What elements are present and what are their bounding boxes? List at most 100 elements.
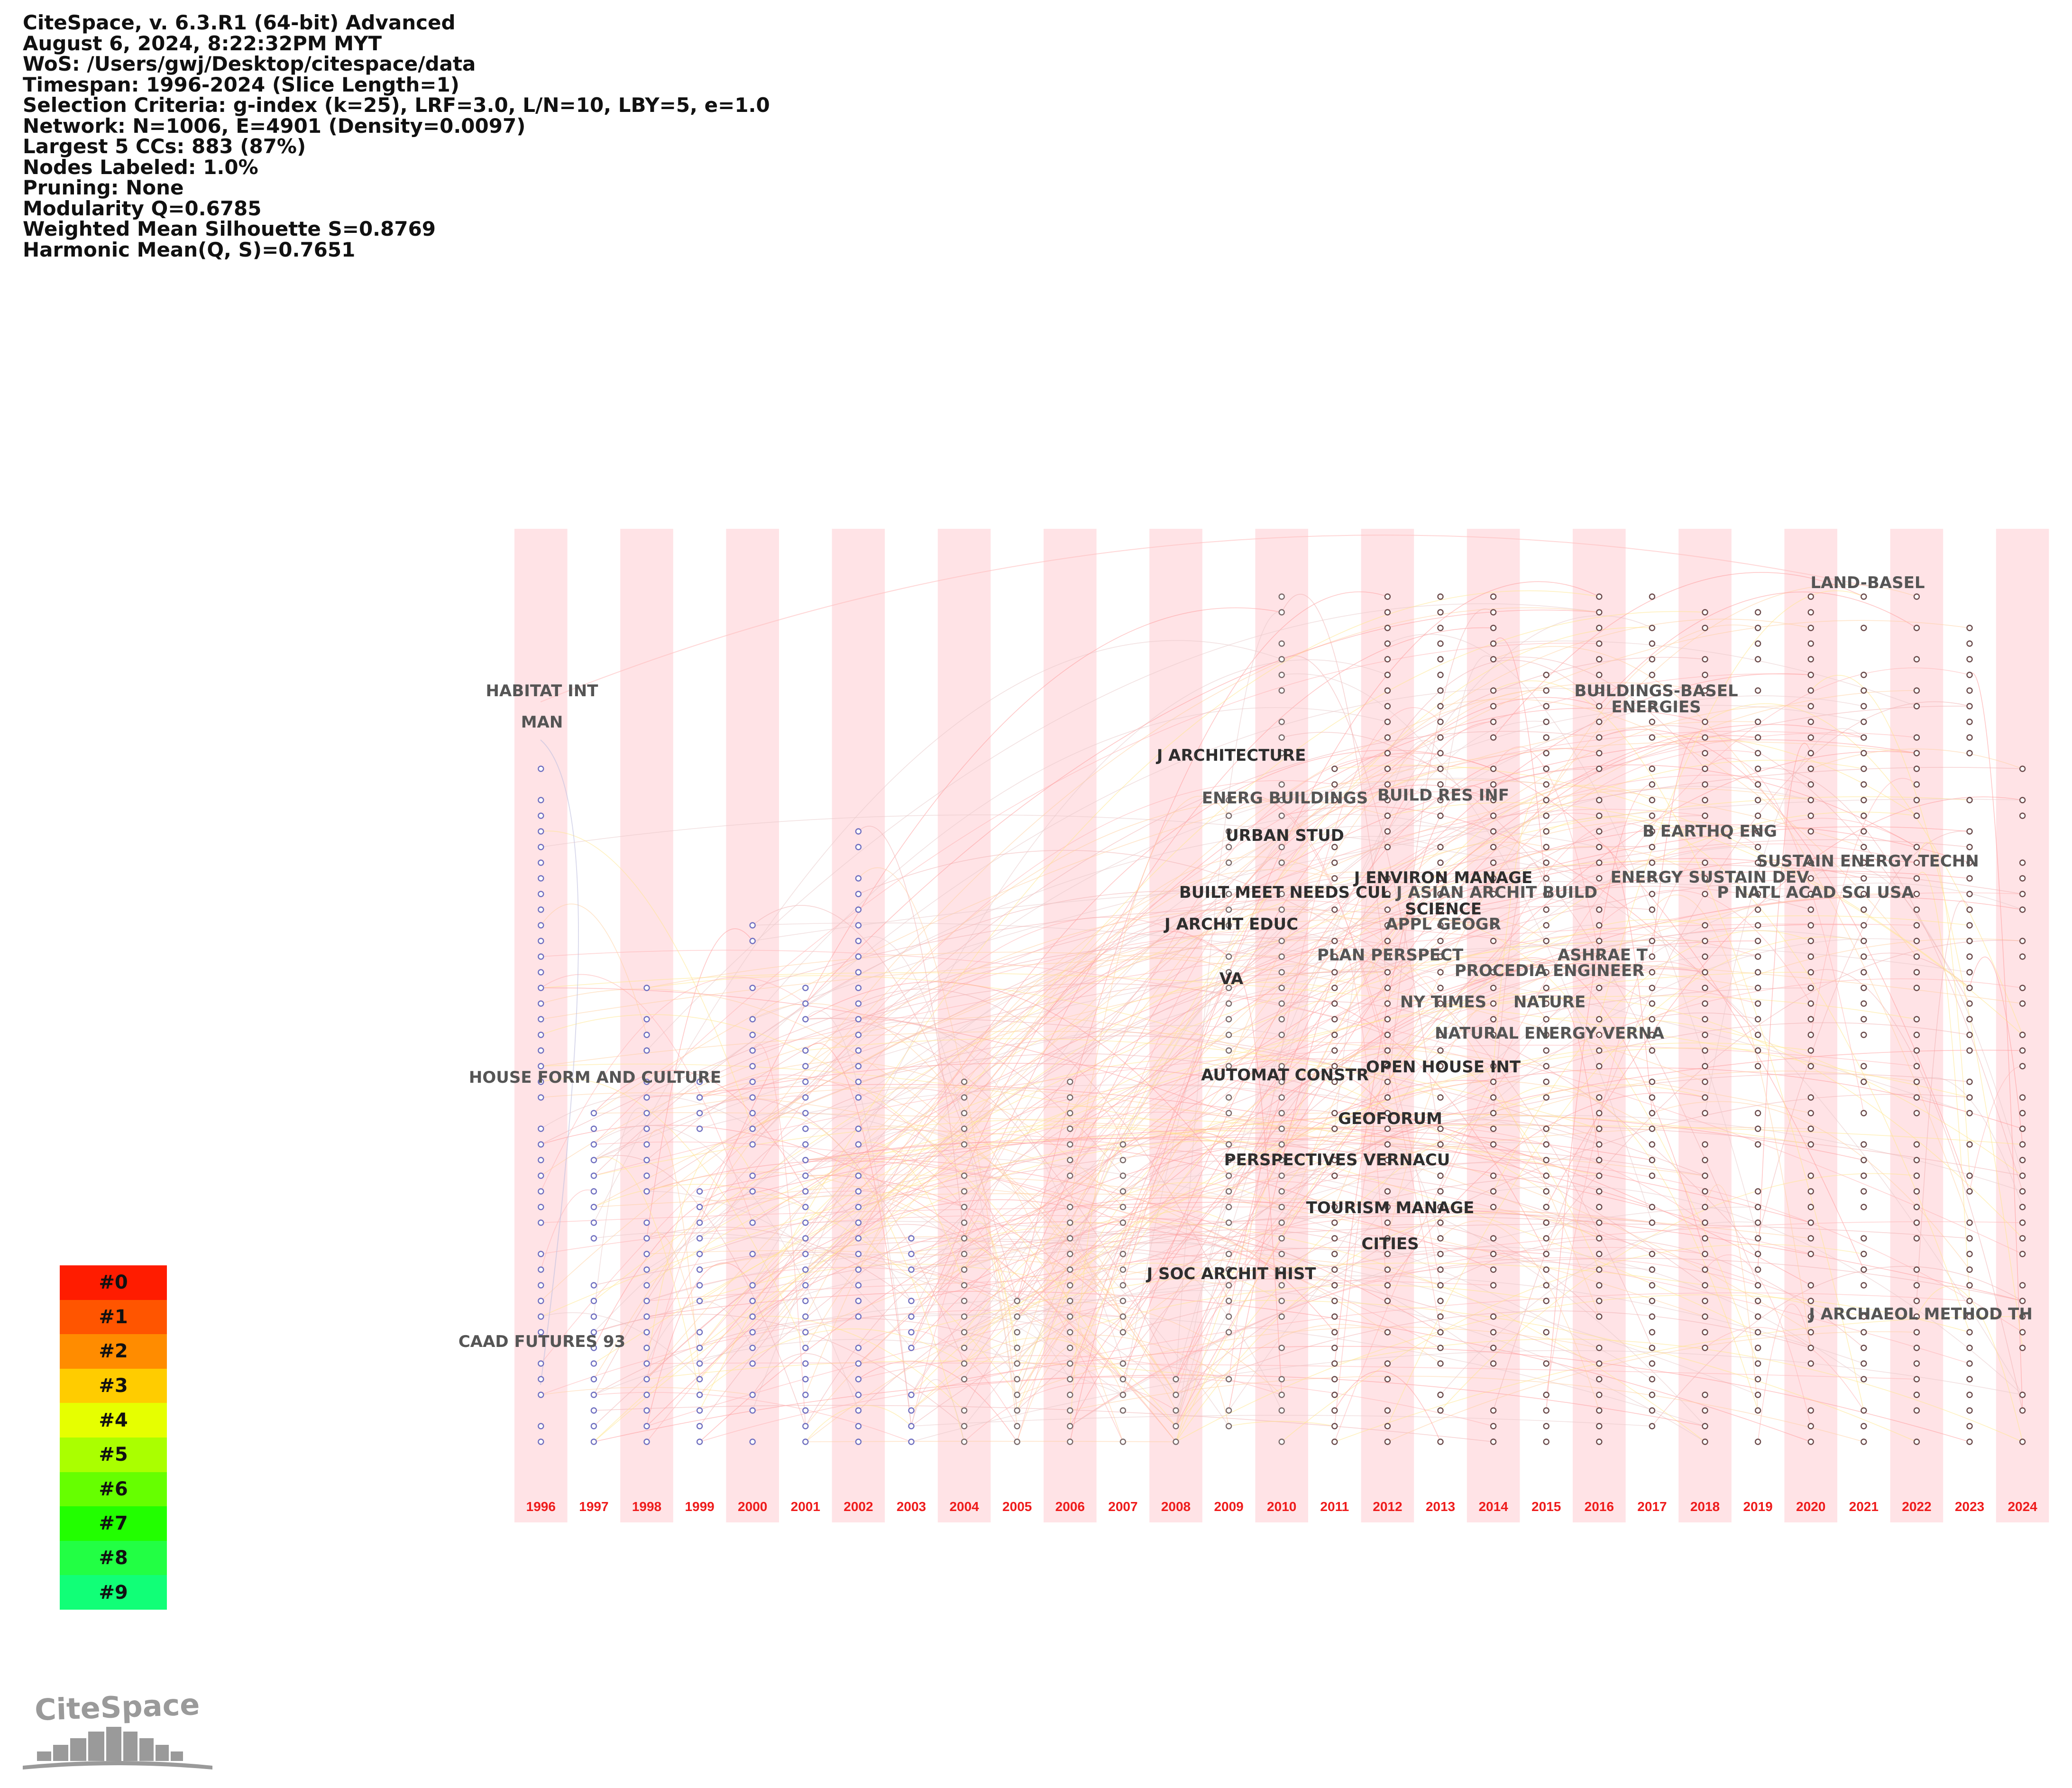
reference-node (1490, 719, 1497, 725)
reference-node (1437, 1407, 1444, 1414)
reference-node (802, 1282, 809, 1289)
year-label: 2019 (1743, 1499, 1772, 1514)
reference-node (1913, 844, 1920, 850)
reference-node (1014, 1376, 1020, 1382)
reference-node (1702, 1282, 1708, 1289)
reference-node (1278, 1298, 1285, 1304)
reference-node (855, 1078, 862, 1085)
reference-node (1437, 1219, 1444, 1226)
reference-node (1384, 1078, 1391, 1085)
node-label: TOURISM MANAGE (1306, 1198, 1475, 1217)
reference-node (1067, 1313, 1073, 1320)
reference-node (1437, 1438, 1444, 1445)
reference-node (1596, 828, 1603, 835)
citation-link (911, 1263, 1864, 1333)
reference-node (1014, 1298, 1020, 1304)
reference-node (2019, 1392, 2026, 1398)
reference-node (1384, 656, 1391, 663)
reference-node (1225, 1423, 1232, 1429)
citation-link (593, 640, 1282, 1223)
citation-link (752, 881, 1864, 941)
reference-node (1119, 1172, 1127, 1179)
reference-node (1754, 844, 1761, 850)
reference-node (643, 1047, 650, 1054)
reference-node (1807, 1047, 1814, 1054)
citation-link (1652, 1101, 1970, 1270)
reference-node (1596, 1438, 1603, 1445)
citation-link (699, 1063, 1811, 1286)
reference-node (1384, 891, 1391, 897)
legend-item: #2 (60, 1334, 167, 1369)
citation-link (964, 1382, 1176, 1442)
reference-node (1119, 1204, 1127, 1210)
reference-node (538, 1047, 544, 1054)
citation-link (858, 1142, 965, 1286)
reference-node (1649, 938, 1656, 944)
reference-node (1913, 1157, 1920, 1163)
citation-link (805, 1017, 1705, 1176)
reference-node (1807, 1360, 1814, 1367)
reference-node (961, 1329, 968, 1336)
year-axis-labels: 1996 1997 1998 1999 2000 2001 2002 2003 2004 2005… (526, 1499, 2038, 1514)
reference-node (590, 1282, 597, 1289)
reference-node (961, 1345, 968, 1351)
reference-node (538, 1125, 544, 1132)
node-label: J ASIAN ARCHIT BUILD (1395, 883, 1597, 902)
reference-node (1807, 593, 1814, 600)
citation-link (1334, 584, 1917, 1207)
reference-node (1649, 828, 1656, 835)
citation-link (594, 964, 1758, 1207)
reference-node (1649, 906, 1656, 913)
reference-node (1331, 797, 1338, 803)
reference-node (1278, 1235, 1285, 1242)
reference-node (1702, 1298, 1708, 1304)
reference-node (1596, 906, 1603, 913)
reference-node (1384, 765, 1391, 772)
reference-node (2019, 891, 2026, 897)
reference-node (1754, 687, 1761, 694)
info-line: Weighted Mean Silhouette S=0.8769 (23, 217, 436, 240)
reference-node (1490, 1172, 1497, 1179)
reference-node (1278, 781, 1285, 788)
reference-node (1490, 1345, 1497, 1351)
reference-node (538, 1157, 544, 1163)
reference-node (1278, 1016, 1285, 1023)
reference-node (538, 797, 544, 803)
reference-node (1067, 1329, 1073, 1336)
reference-node (1596, 812, 1603, 819)
reference-node (1278, 1157, 1285, 1163)
reference-node (1596, 985, 1603, 991)
reference-node (1649, 797, 1656, 803)
reference-node (1384, 797, 1391, 803)
citation-link (911, 1415, 1652, 1427)
citation-link (699, 1190, 964, 1223)
reference-node (1543, 1078, 1549, 1085)
reference-node (1490, 1360, 1497, 1367)
reference-node (1649, 1047, 1656, 1054)
citation-link (699, 971, 1388, 1427)
reference-node (1543, 765, 1549, 772)
reference-node (1807, 1219, 1814, 1226)
reference-node (1861, 906, 1867, 913)
reference-node (749, 1094, 756, 1101)
reference-node (696, 1094, 703, 1101)
reference-node (1490, 1032, 1497, 1038)
reference-node (855, 1094, 862, 1101)
reference-node (590, 1329, 597, 1336)
reference-node (1331, 1282, 1338, 1289)
reference-node (1807, 734, 1814, 741)
reference-node (1649, 640, 1656, 647)
reference-node (1649, 1110, 1656, 1116)
reference-node (1807, 672, 1814, 678)
citation-link (1017, 1142, 1547, 1333)
reference-node (1913, 734, 1920, 741)
reference-node (1225, 1376, 1232, 1382)
reference-node (1861, 938, 1867, 944)
citation-link (594, 1392, 912, 1442)
legend-item: #6 (60, 1472, 167, 1507)
citation-link (1070, 1284, 1547, 1333)
reference-node (855, 1219, 862, 1226)
reference-node (1437, 1188, 1444, 1195)
info-line: Modularity Q=0.6785 (23, 196, 262, 220)
reference-node (855, 953, 862, 960)
